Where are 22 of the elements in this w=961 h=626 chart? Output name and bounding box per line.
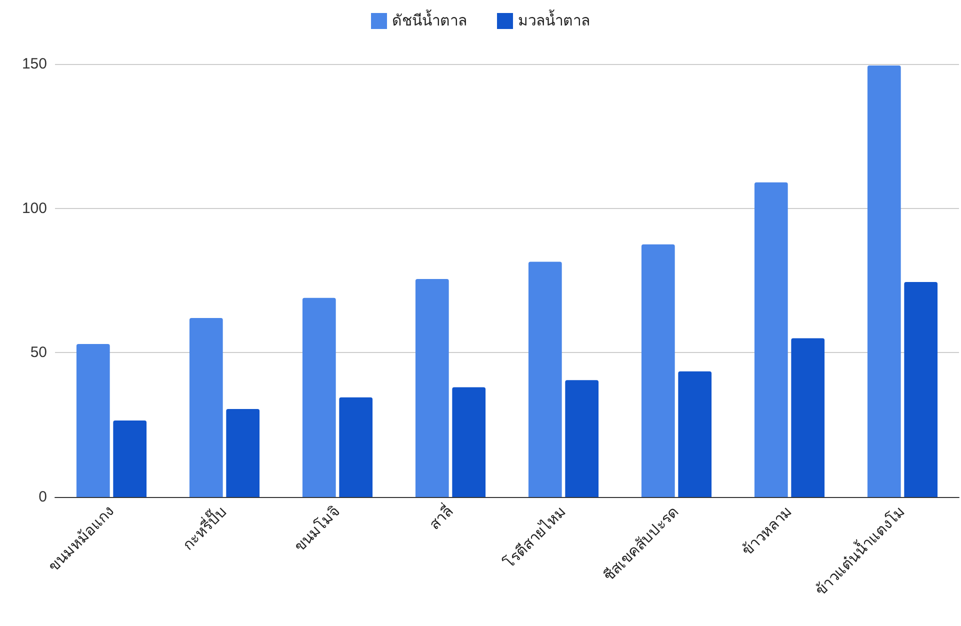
- bar: [452, 387, 486, 497]
- bar: [76, 344, 110, 497]
- bar: [189, 318, 223, 497]
- y-tick-label: 100: [22, 200, 47, 217]
- bar: [867, 65, 901, 497]
- legend-label: มวลน้ำตาล: [518, 10, 590, 30]
- bar: [339, 397, 373, 497]
- y-tick-label: 0: [38, 488, 47, 506]
- bar: [641, 244, 675, 497]
- bar: [791, 338, 825, 497]
- bar: [415, 279, 449, 497]
- y-tick-label: 150: [22, 56, 47, 72]
- bar: [678, 371, 712, 497]
- bar: [754, 182, 788, 497]
- bar: [302, 298, 336, 497]
- bar: [113, 420, 147, 497]
- bar: [528, 262, 562, 497]
- bar: [565, 380, 599, 497]
- bar: [226, 408, 260, 497]
- legend-label: ดัชนีน้ำตาล: [392, 10, 467, 30]
- bar: [904, 282, 938, 497]
- y-tick-label: 50: [30, 344, 47, 362]
